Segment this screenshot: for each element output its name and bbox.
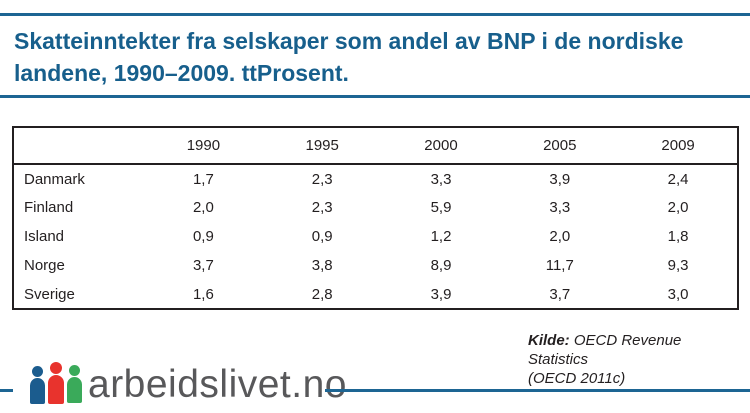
value-cell: 1,8	[667, 228, 689, 245]
table-row: Danmark 1,7 2,3 3,3 3,9 2,4	[13, 164, 738, 193]
page-title-line2: landene, 1990–2009. ttProsent.	[14, 60, 349, 86]
value-cell: 1,2	[430, 228, 452, 245]
title-divider-line	[0, 95, 750, 98]
country-label-cell: Finland	[24, 199, 74, 216]
table-row: Finland 2,0 2,3 5,9 3,3 2,0	[13, 193, 738, 222]
country-label-cell: Island	[24, 228, 65, 245]
year-header-cell: 2009	[619, 127, 738, 165]
country-label-cell: Norge	[24, 257, 65, 274]
person-icon-green	[67, 365, 82, 403]
table-row: Sverige 1,6 2,8 3,9 3,7 3,0	[13, 280, 738, 309]
page-title-line1: Skatteinntekter fra selskaper som andel …	[14, 28, 684, 54]
table-header-row: 1990 1995 2000 2005 2009	[13, 127, 738, 165]
table-row: Island 0,9 0,9 1,2 2,0 1,8	[13, 222, 738, 251]
corner-header-cell	[13, 127, 144, 165]
table-body: Danmark 1,7 2,3 3,3 3,9 2,4 Finland 2,0 2,3 5,9 3,…	[13, 164, 738, 309]
data-table: 1990 1995 2000 2005 2009 Danmark 1,7 2,3 3,3 3,9…	[12, 126, 739, 310]
source-text-line1: OECD Revenue Statistics	[528, 332, 682, 368]
value-cell: 2,4	[667, 170, 689, 188]
value-cell: 2,0	[549, 228, 571, 245]
country-label-cell: Danmark	[24, 170, 85, 188]
value-cell: 2,8	[311, 285, 333, 303]
value-cell: 0,9	[311, 228, 333, 245]
footer-divider-left	[0, 389, 13, 392]
year-header-cell: 1990	[144, 127, 263, 165]
value-cell: 1,6	[192, 285, 214, 303]
year-header-cell: 1995	[262, 127, 382, 165]
table-row: Norge 3,7 3,8 8,9 11,7 9,3	[13, 251, 738, 280]
value-cell: 3,9	[549, 170, 571, 188]
value-cell: 0,9	[192, 228, 214, 245]
value-cell: 3,0	[667, 285, 689, 303]
data-table-container: 1990 1995 2000 2005 2009 Danmark 1,7 2,3 3,3 3,9…	[12, 126, 739, 310]
source-citation: Kilde: OECD Revenue Statistics (OECD 201…	[528, 331, 738, 388]
source-label: Kilde:	[528, 332, 570, 349]
value-cell: 3,7	[192, 257, 214, 274]
value-cell: 3,9	[430, 285, 452, 303]
value-cell: 3,7	[549, 285, 571, 303]
year-header-cell: 2005	[500, 127, 620, 165]
source-text-line2: (OECD 2011c)	[528, 370, 626, 387]
value-cell: 2,0	[667, 199, 689, 216]
value-cell: 9,3	[667, 257, 689, 274]
year-header-cell: 2000	[381, 127, 501, 165]
person-icon-red	[48, 362, 64, 404]
value-cell: 11,7	[545, 257, 574, 274]
page-title: Skatteinntekter fra selskaper som andel …	[14, 25, 724, 89]
value-cell: 3,8	[311, 257, 333, 274]
value-cell: 3,3	[430, 170, 452, 188]
country-label-cell: Sverige	[24, 285, 75, 303]
value-cell: 5,9	[430, 199, 452, 216]
person-icon-blue	[30, 366, 45, 404]
value-cell: 1,7	[192, 170, 214, 188]
logo-wordmark: arbeidslivet.no	[88, 363, 347, 406]
footer-divider-right	[325, 389, 750, 392]
value-cell: 2,3	[311, 170, 333, 188]
value-cell: 8,9	[430, 257, 452, 274]
value-cell: 3,3	[549, 199, 571, 216]
value-cell: 2,3	[311, 199, 333, 216]
value-cell: 2,0	[192, 199, 214, 216]
top-divider-line	[0, 13, 750, 16]
